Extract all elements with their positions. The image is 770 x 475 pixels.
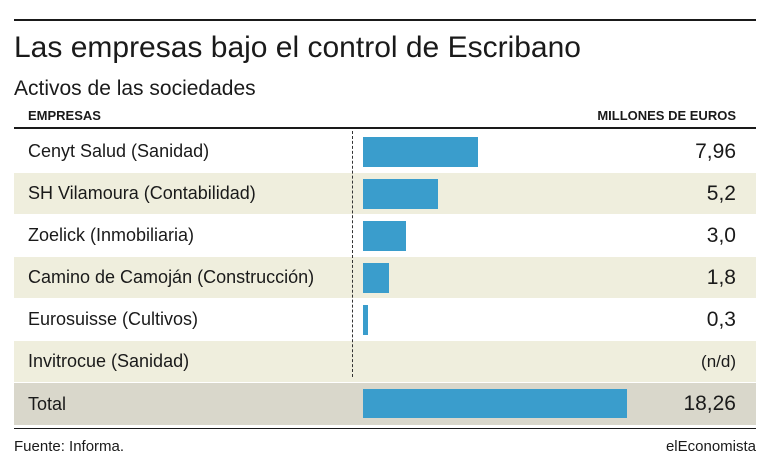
table-row: Zoelick (Inmobiliaria) 3,0 bbox=[14, 215, 756, 256]
data-bar bbox=[363, 179, 438, 209]
table-row: Camino de Camoján (Construcción) 1,8 bbox=[14, 257, 756, 298]
top-rule bbox=[14, 19, 756, 21]
data-bar bbox=[363, 263, 389, 293]
company-name: SH Vilamoura (Contabilidad) bbox=[28, 183, 256, 203]
value-label: (n/d) bbox=[701, 351, 736, 371]
company-name: Zoelick (Inmobiliaria) bbox=[28, 225, 195, 245]
total-label: Total bbox=[28, 393, 67, 414]
company-name: Invitrocue (Sanidad) bbox=[28, 351, 190, 371]
value-label: 0,3 bbox=[706, 307, 736, 331]
data-bar bbox=[363, 221, 406, 251]
table-row: Eurosuisse (Cultivos) 0,3 bbox=[14, 299, 756, 340]
company-name: Cenyt Salud (Sanidad) bbox=[28, 141, 210, 161]
header-rule bbox=[14, 127, 756, 129]
total-value: 18,26 bbox=[683, 392, 736, 415]
chart-title: Las empresas bajo el control de Escriban… bbox=[14, 31, 581, 64]
brand-name: elEconomista bbox=[665, 438, 756, 455]
chart-subtitle: Activos de las sociedades bbox=[14, 77, 256, 100]
company-name: Eurosuisse (Cultivos) bbox=[28, 309, 199, 329]
chart-rows: Cenyt Salud (Sanidad) 7,96 SH Vilamoura (C… bbox=[14, 131, 756, 426]
total-bar bbox=[363, 389, 627, 418]
table-row: Cenyt Salud (Sanidad) 7,96 bbox=[14, 131, 756, 172]
value-label: 7,96 bbox=[695, 139, 736, 163]
total-row: Total 18,26 bbox=[14, 383, 756, 425]
value-label: 5,2 bbox=[706, 181, 736, 205]
bar-axis-divider bbox=[352, 131, 353, 377]
table-row: SH Vilamoura (Contabilidad) 5,2 bbox=[14, 173, 756, 214]
column-header-millions: MILLONES DE EUROS bbox=[597, 108, 736, 123]
source-note: Fuente: Informa. bbox=[14, 438, 125, 455]
value-label: 1,8 bbox=[706, 265, 736, 289]
value-label: 3,0 bbox=[706, 223, 736, 247]
data-bar bbox=[363, 137, 478, 167]
footer-rule bbox=[14, 428, 756, 429]
data-bar bbox=[363, 305, 368, 335]
table-row: Invitrocue (Sanidad) (n/d) bbox=[14, 341, 756, 382]
column-header-companies: EMPRESAS bbox=[28, 108, 101, 123]
company-name: Camino de Camoján (Construcción) bbox=[28, 267, 315, 287]
